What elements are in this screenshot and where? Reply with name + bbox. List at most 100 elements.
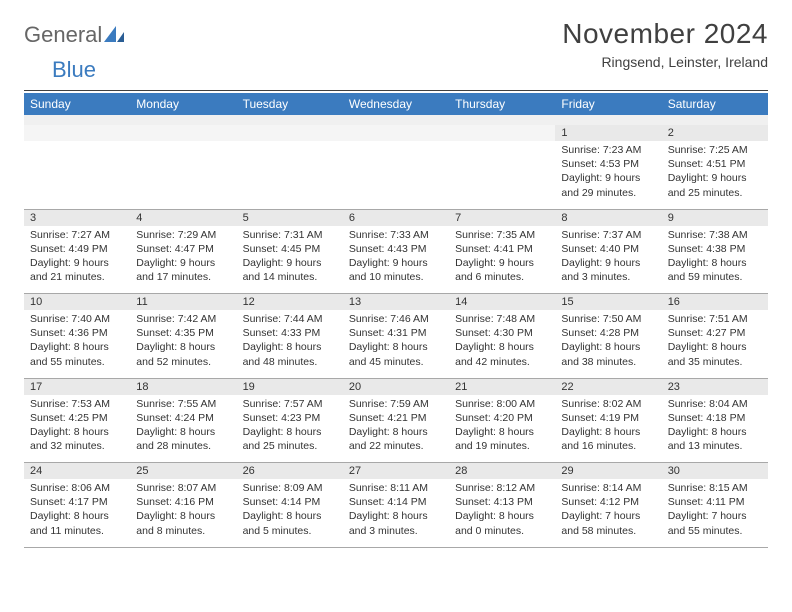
daylight-line: Daylight: 8 hours and 59 minutes. [668,256,762,284]
daylight-line: Daylight: 8 hours and 32 minutes. [30,425,124,453]
day-number-cell: 10 [24,294,130,311]
sunset-line: Sunset: 4:13 PM [455,495,549,509]
day-number-cell: 26 [237,463,343,480]
daylight-line: Daylight: 8 hours and 52 minutes. [136,340,230,368]
sunset-line: Sunset: 4:24 PM [136,411,230,425]
sail-icon [104,26,126,47]
sunset-line: Sunset: 4:41 PM [455,242,549,256]
day-number-cell: 1 [555,125,661,141]
week-daynum-row: 12 [24,125,768,141]
day-number-cell [449,125,555,141]
day-data-cell: Sunrise: 8:04 AMSunset: 4:18 PMDaylight:… [662,395,768,463]
logo-text-block: General Blue [24,24,126,82]
sunset-line: Sunset: 4:51 PM [668,157,762,171]
daylight-line: Daylight: 9 hours and 3 minutes. [561,256,655,284]
day-number-cell: 12 [237,294,343,311]
daylight-line: Daylight: 8 hours and 16 minutes. [561,425,655,453]
daylight-line: Daylight: 8 hours and 5 minutes. [243,509,337,537]
day-number-cell [343,125,449,141]
page-title: November 2024 [562,18,768,50]
daylight-line: Daylight: 8 hours and 48 minutes. [243,340,337,368]
day-header-saturday: Saturday [662,93,768,115]
sunrise-line: Sunrise: 7:27 AM [30,228,124,242]
day-number-cell: 16 [662,294,768,311]
day-number-cell: 18 [130,378,236,395]
day-data-cell: Sunrise: 7:44 AMSunset: 4:33 PMDaylight:… [237,310,343,378]
sunrise-line: Sunrise: 8:09 AM [243,481,337,495]
day-header-thursday: Thursday [449,93,555,115]
day-data-cell: Sunrise: 8:06 AMSunset: 4:17 PMDaylight:… [24,479,130,547]
day-data-cell: Sunrise: 7:27 AMSunset: 4:49 PMDaylight:… [24,226,130,294]
sunset-line: Sunset: 4:35 PM [136,326,230,340]
day-data-cell [449,141,555,209]
day-header-friday: Friday [555,93,661,115]
sunrise-line: Sunrise: 8:00 AM [455,397,549,411]
day-data-cell: Sunrise: 7:31 AMSunset: 4:45 PMDaylight:… [237,226,343,294]
sunrise-line: Sunrise: 7:53 AM [30,397,124,411]
sunset-line: Sunset: 4:38 PM [668,242,762,256]
sunrise-line: Sunrise: 7:48 AM [455,312,549,326]
daylight-line: Daylight: 8 hours and 19 minutes. [455,425,549,453]
sunset-line: Sunset: 4:14 PM [243,495,337,509]
day-data-cell: Sunrise: 7:33 AMSunset: 4:43 PMDaylight:… [343,226,449,294]
day-data-cell: Sunrise: 7:59 AMSunset: 4:21 PMDaylight:… [343,395,449,463]
day-number-cell: 28 [449,463,555,480]
daylight-line: Daylight: 8 hours and 35 minutes. [668,340,762,368]
week-daynum-row: 10111213141516 [24,294,768,311]
sunset-line: Sunset: 4:25 PM [30,411,124,425]
title-block: November 2024 Ringsend, Leinster, Irelan… [562,18,768,70]
sunrise-line: Sunrise: 7:44 AM [243,312,337,326]
sunrise-line: Sunrise: 8:14 AM [561,481,655,495]
sunset-line: Sunset: 4:12 PM [561,495,655,509]
sunset-line: Sunset: 4:53 PM [561,157,655,171]
day-data-cell: Sunrise: 8:15 AMSunset: 4:11 PMDaylight:… [662,479,768,547]
sunset-line: Sunset: 4:28 PM [561,326,655,340]
sunrise-line: Sunrise: 7:51 AM [668,312,762,326]
week-daynum-row: 24252627282930 [24,463,768,480]
day-data-cell: Sunrise: 7:25 AMSunset: 4:51 PMDaylight:… [662,141,768,209]
calendar-page: General Blue November 2024 Ringsend, Lei… [0,0,792,560]
day-data-cell: Sunrise: 7:46 AMSunset: 4:31 PMDaylight:… [343,310,449,378]
sunset-line: Sunset: 4:27 PM [668,326,762,340]
day-number-cell: 23 [662,378,768,395]
day-data-cell [24,141,130,209]
week-daynum-row: 3456789 [24,209,768,226]
day-number-cell: 2 [662,125,768,141]
sunrise-line: Sunrise: 7:50 AM [561,312,655,326]
daylight-line: Daylight: 8 hours and 28 minutes. [136,425,230,453]
sunset-line: Sunset: 4:30 PM [455,326,549,340]
week-daydata-row: Sunrise: 7:23 AMSunset: 4:53 PMDaylight:… [24,141,768,209]
sunset-line: Sunset: 4:47 PM [136,242,230,256]
day-header-tuesday: Tuesday [237,93,343,115]
day-number-cell: 19 [237,378,343,395]
day-data-cell: Sunrise: 8:02 AMSunset: 4:19 PMDaylight:… [555,395,661,463]
daylight-line: Daylight: 9 hours and 14 minutes. [243,256,337,284]
sunrise-line: Sunrise: 7:23 AM [561,143,655,157]
sunrise-line: Sunrise: 7:25 AM [668,143,762,157]
daylight-line: Daylight: 8 hours and 42 minutes. [455,340,549,368]
header: General Blue November 2024 Ringsend, Lei… [24,18,768,82]
day-data-cell: Sunrise: 7:55 AMSunset: 4:24 PMDaylight:… [130,395,236,463]
daylight-line: Daylight: 8 hours and 55 minutes. [30,340,124,368]
calendar-table: Sunday Monday Tuesday Wednesday Thursday… [24,93,768,548]
page-subtitle: Ringsend, Leinster, Ireland [562,54,768,70]
day-number-cell: 17 [24,378,130,395]
day-number-cell: 20 [343,378,449,395]
day-number-cell: 14 [449,294,555,311]
day-number-cell: 9 [662,209,768,226]
week-daydata-row: Sunrise: 7:40 AMSunset: 4:36 PMDaylight:… [24,310,768,378]
sunrise-line: Sunrise: 7:31 AM [243,228,337,242]
sunset-line: Sunset: 4:17 PM [30,495,124,509]
sunset-line: Sunset: 4:21 PM [349,411,443,425]
day-data-cell [130,141,236,209]
sunrise-line: Sunrise: 7:55 AM [136,397,230,411]
sunrise-line: Sunrise: 8:11 AM [349,481,443,495]
day-number-cell: 8 [555,209,661,226]
day-data-cell [343,141,449,209]
day-number-cell: 25 [130,463,236,480]
day-data-cell: Sunrise: 7:42 AMSunset: 4:35 PMDaylight:… [130,310,236,378]
day-number-cell [24,125,130,141]
sunrise-line: Sunrise: 7:42 AM [136,312,230,326]
daylight-line: Daylight: 8 hours and 3 minutes. [349,509,443,537]
day-data-cell: Sunrise: 7:37 AMSunset: 4:40 PMDaylight:… [555,226,661,294]
